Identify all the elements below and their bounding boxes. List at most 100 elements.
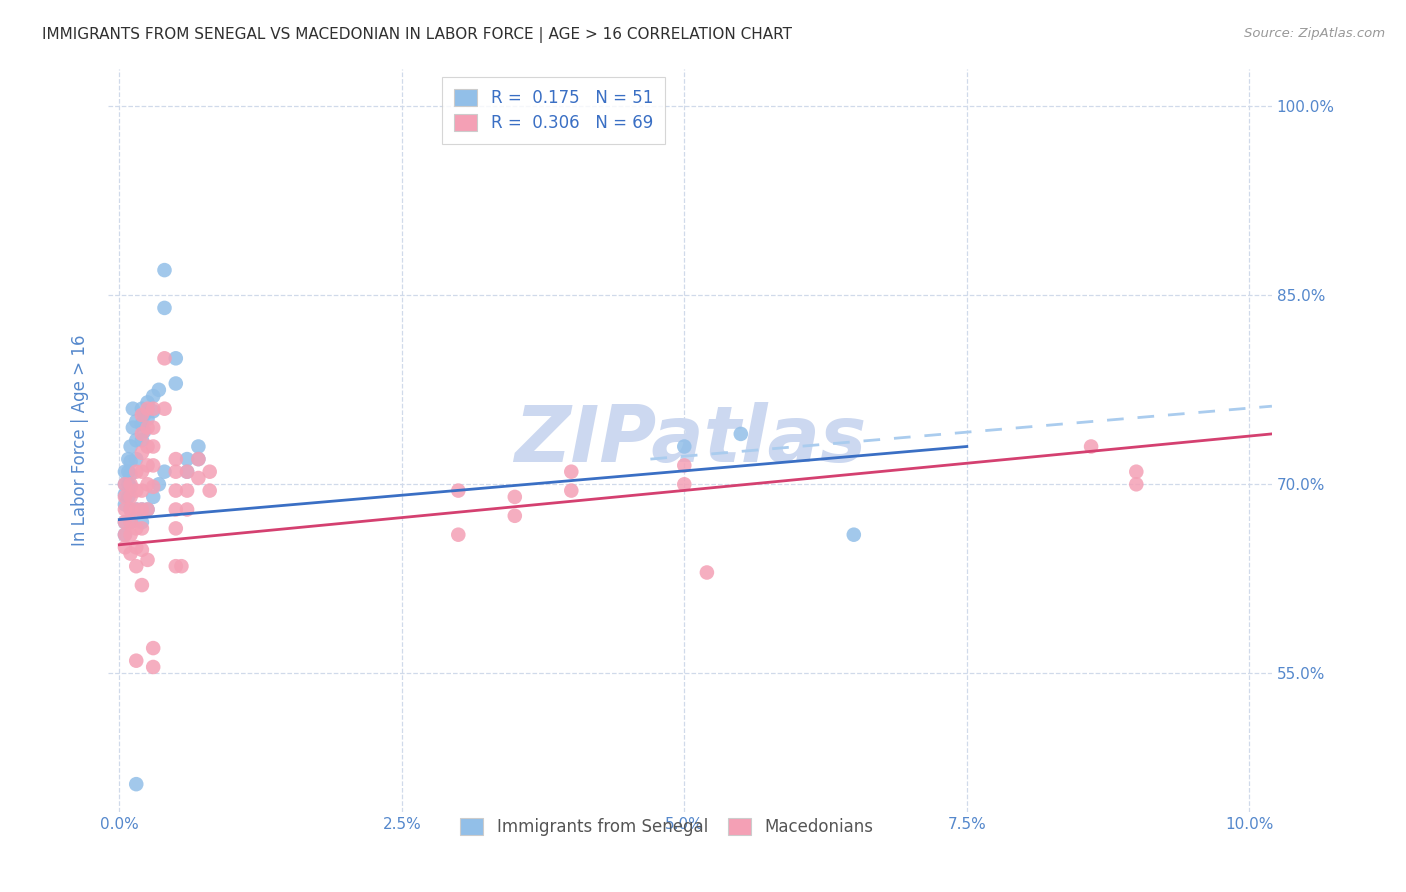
Legend: Immigrants from Senegal, Macedonians: Immigrants from Senegal, Macedonians: [451, 810, 882, 845]
Point: [131, 426, 153, 441]
Point: [176, 483, 198, 498]
Point: [125, 465, 148, 479]
Point: [134, 408, 156, 422]
Point: [142, 458, 165, 473]
Point: [1125, 477, 1147, 491]
Point: [120, 480, 142, 494]
Point: [136, 458, 159, 473]
Point: [1125, 465, 1147, 479]
Point: [165, 465, 187, 479]
Point: [114, 515, 136, 529]
Point: [131, 408, 153, 422]
Point: [125, 541, 148, 555]
Point: [120, 490, 142, 504]
Point: [114, 490, 136, 504]
Point: [114, 477, 136, 491]
Point: [673, 440, 696, 454]
Point: [447, 527, 470, 541]
Point: [136, 411, 159, 425]
Point: [142, 404, 165, 418]
Point: [114, 498, 136, 512]
Point: [134, 425, 156, 439]
Point: [142, 480, 165, 494]
Point: [198, 465, 221, 479]
Point: [114, 527, 136, 541]
Point: [560, 483, 582, 498]
Point: [560, 465, 582, 479]
Point: [153, 351, 176, 366]
Point: [120, 477, 142, 491]
Point: [165, 502, 187, 516]
Point: [136, 395, 159, 409]
Point: [153, 263, 176, 277]
Point: [136, 420, 159, 434]
Point: [131, 417, 153, 431]
Point: [447, 483, 470, 498]
Point: [136, 553, 159, 567]
Point: [142, 490, 165, 504]
Point: [142, 440, 165, 454]
Point: [117, 490, 139, 504]
Point: [114, 465, 136, 479]
Point: [673, 458, 696, 473]
Text: IMMIGRANTS FROM SENEGAL VS MACEDONIAN IN LABOR FORCE | AGE > 16 CORRELATION CHAR: IMMIGRANTS FROM SENEGAL VS MACEDONIAN IN…: [42, 27, 792, 43]
Point: [121, 420, 143, 434]
Point: [121, 401, 143, 416]
Point: [503, 508, 526, 523]
Point: [198, 483, 221, 498]
Point: [148, 383, 170, 397]
Point: [114, 541, 136, 555]
Point: [120, 502, 142, 516]
Point: [153, 401, 176, 416]
Point: [187, 471, 209, 485]
Point: [131, 502, 153, 516]
Point: [131, 401, 153, 416]
Point: [730, 426, 752, 441]
Point: [114, 515, 136, 529]
Point: [136, 440, 159, 454]
Point: [125, 502, 148, 516]
Point: [114, 502, 136, 516]
Point: [131, 465, 153, 479]
Point: [131, 502, 153, 516]
Point: [117, 452, 139, 467]
Point: [165, 559, 187, 574]
Point: [1080, 440, 1102, 454]
Point: [142, 420, 165, 434]
Point: [131, 515, 153, 529]
Point: [142, 660, 165, 674]
Point: [165, 521, 187, 535]
Point: [696, 566, 718, 580]
Point: [136, 502, 159, 516]
Point: [117, 465, 139, 479]
Text: Source: ZipAtlas.com: Source: ZipAtlas.com: [1244, 27, 1385, 40]
Point: [120, 502, 142, 516]
Y-axis label: In Labor Force | Age > 16: In Labor Force | Age > 16: [72, 334, 89, 546]
Point: [131, 433, 153, 447]
Point: [125, 433, 148, 447]
Point: [187, 452, 209, 467]
Point: [176, 502, 198, 516]
Point: [125, 654, 148, 668]
Point: [120, 440, 142, 454]
Point: [120, 527, 142, 541]
Point: [176, 465, 198, 479]
Point: [125, 521, 148, 535]
Point: [503, 490, 526, 504]
Point: [187, 452, 209, 467]
Point: [136, 502, 159, 516]
Point: [153, 301, 176, 315]
Point: [176, 452, 198, 467]
Point: [131, 542, 153, 557]
Point: [170, 559, 193, 574]
Point: [142, 389, 165, 403]
Point: [120, 547, 142, 561]
Point: [187, 440, 209, 454]
Point: [120, 455, 142, 469]
Point: [114, 487, 136, 501]
Point: [136, 477, 159, 491]
Point: [125, 502, 148, 516]
Point: [148, 477, 170, 491]
Point: [165, 483, 187, 498]
Point: [131, 521, 153, 535]
